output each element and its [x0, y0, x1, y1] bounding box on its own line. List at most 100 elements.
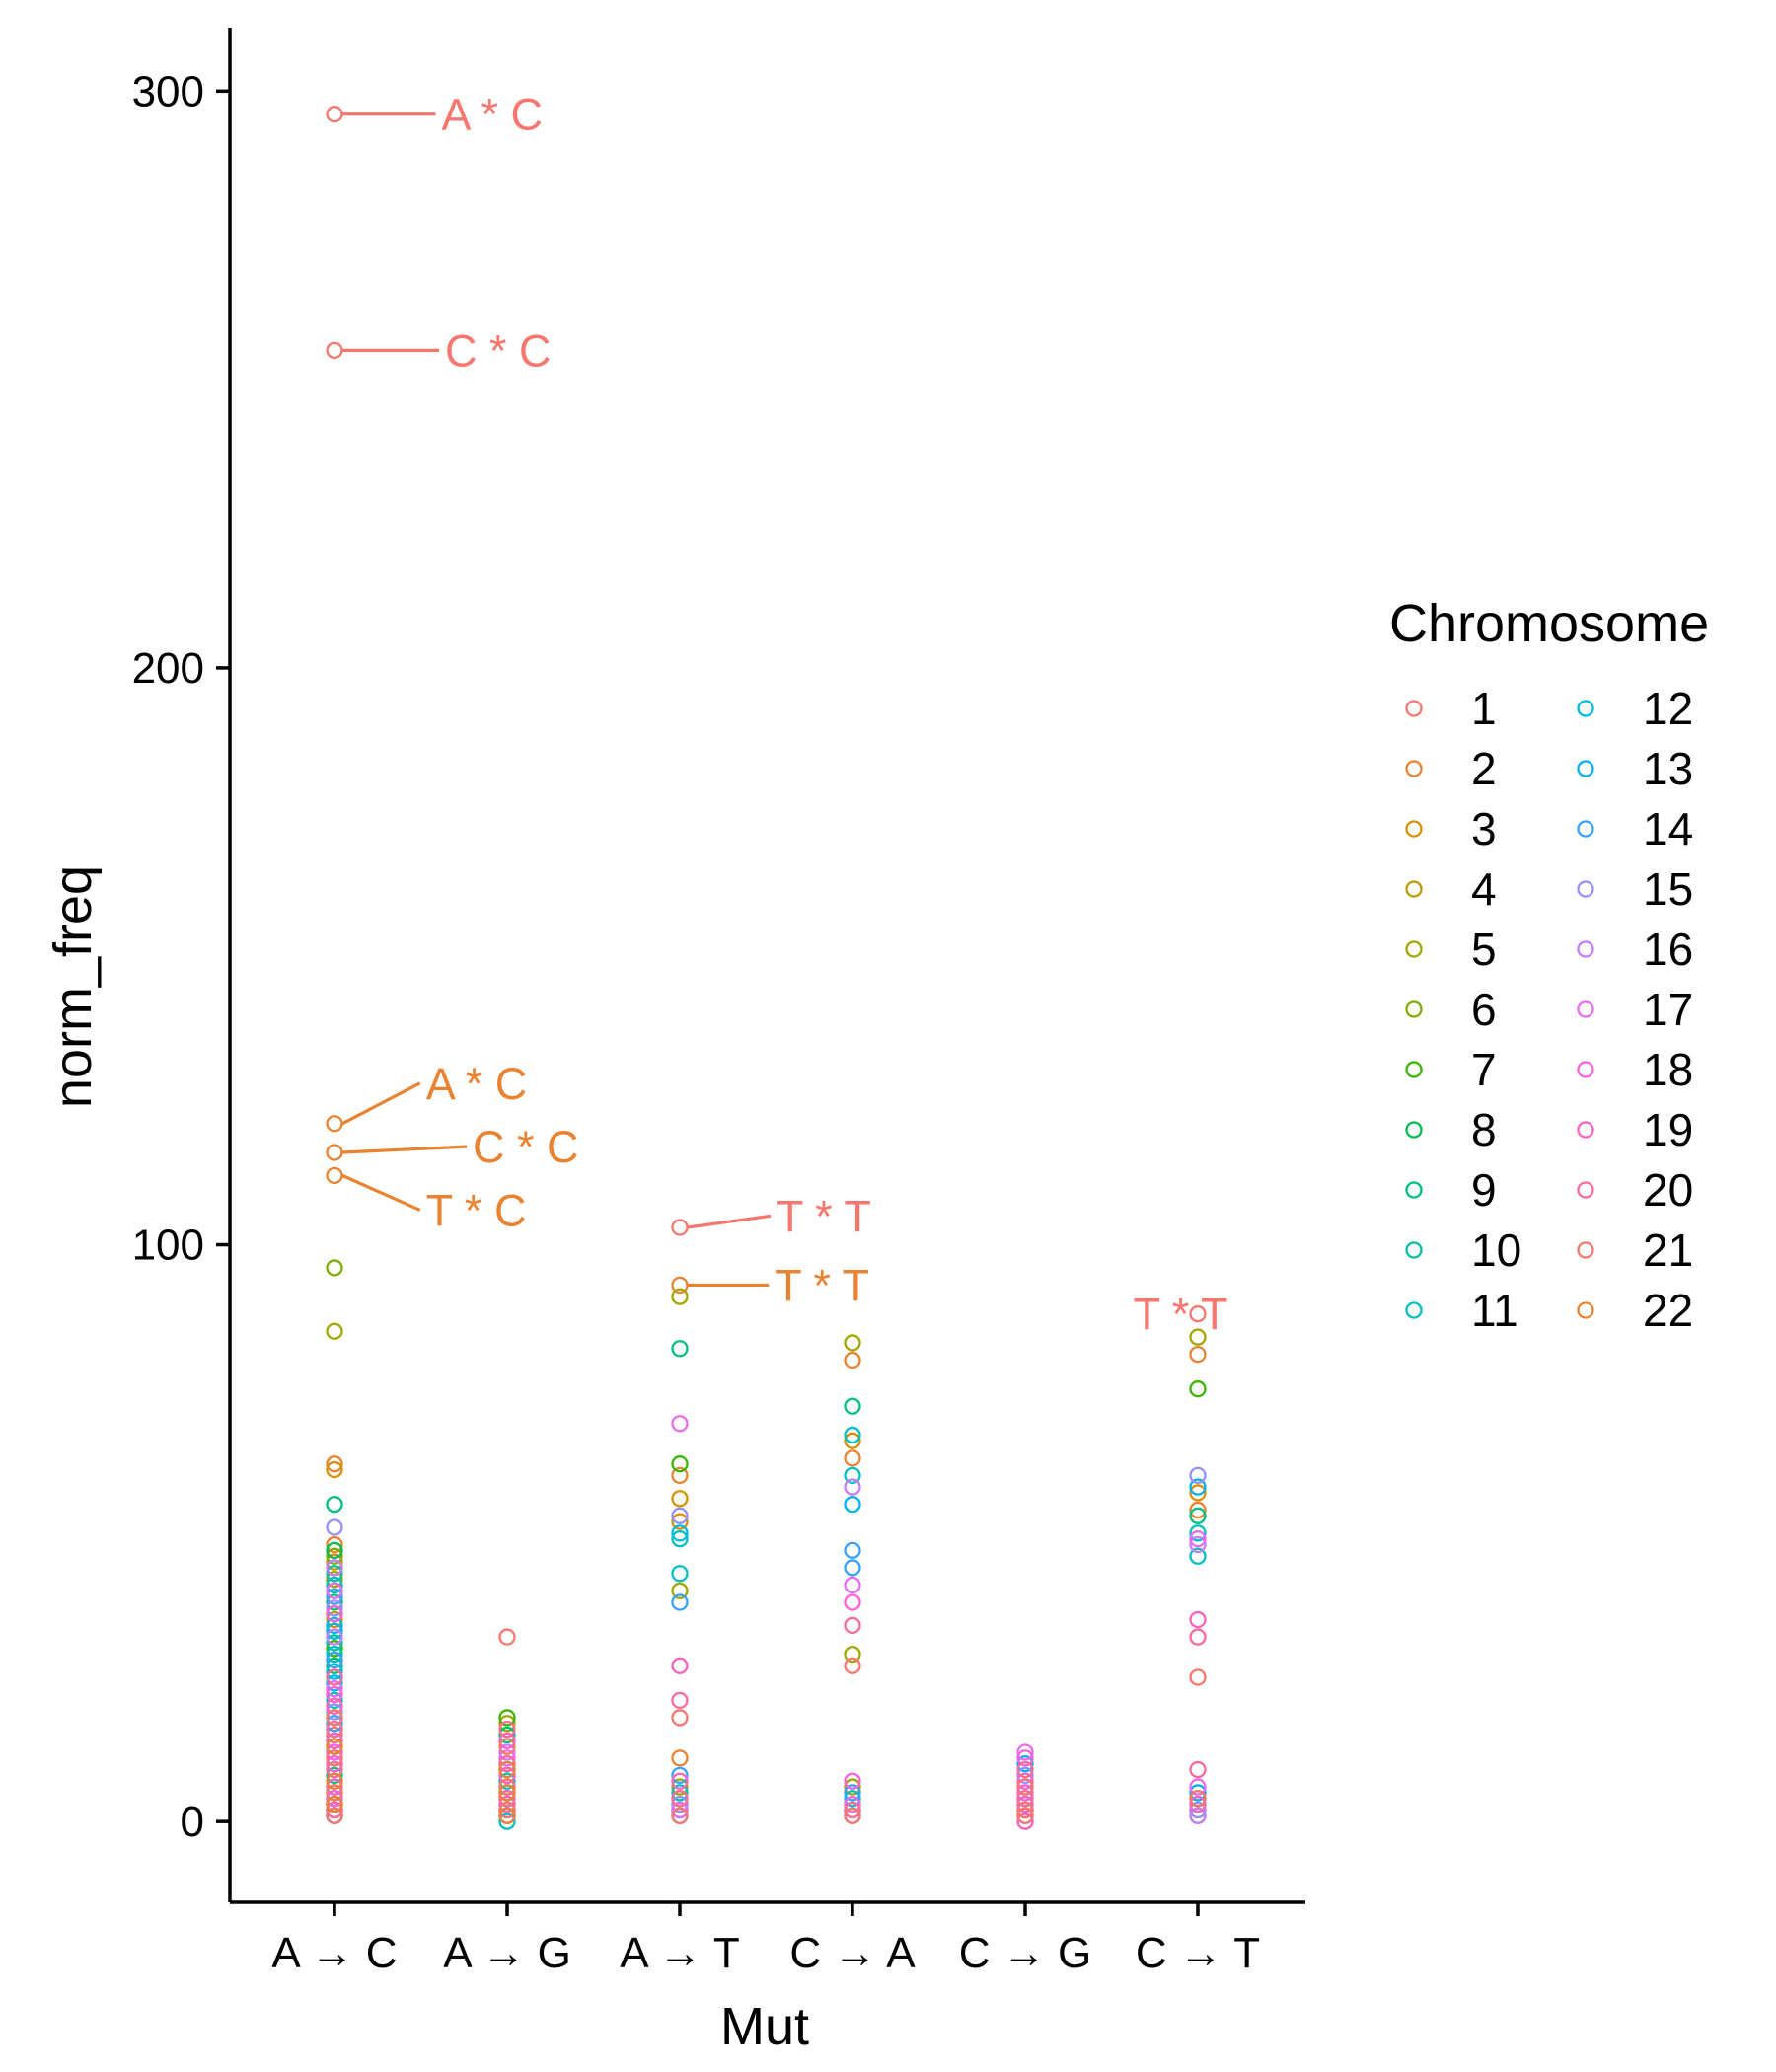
data-point: [671, 1657, 689, 1674]
data-point: [326, 1541, 343, 1560]
legend-key: [1405, 1121, 1423, 1139]
data-point: [326, 1455, 343, 1473]
data-point: [326, 1460, 343, 1479]
legend-label: 16: [1643, 924, 1693, 975]
data-point: [671, 1466, 689, 1485]
legend-key: [1405, 760, 1423, 777]
data-point: [1189, 1795, 1207, 1813]
data-point: [498, 1772, 516, 1790]
legend-label: 9: [1471, 1164, 1497, 1216]
legend-key: [1405, 940, 1423, 958]
annotation-layer: A * C C * C A * C C * C T * C T * T T * T T * T: [341, 90, 1228, 1340]
data-point: [1189, 1610, 1207, 1629]
legend-key: [1577, 880, 1594, 898]
data-point: [844, 1645, 861, 1664]
data-point: [1016, 1766, 1034, 1785]
data-point: [1189, 1790, 1207, 1808]
legend-label: 11: [1471, 1285, 1518, 1336]
annotation-leader-line: [341, 1081, 421, 1126]
data-point: [671, 1565, 689, 1583]
data-point: [844, 1466, 861, 1485]
data-point: [844, 1495, 861, 1514]
legend-key: [1577, 1000, 1594, 1018]
data-point: [844, 1541, 861, 1560]
data-point: [844, 1426, 861, 1444]
data-point: [326, 1576, 343, 1594]
data-point: [1016, 1772, 1034, 1790]
data-point: [1189, 1501, 1207, 1519]
legend-label: 12: [1643, 683, 1693, 734]
data-point: [326, 1760, 343, 1779]
data-point: [326, 1610, 343, 1629]
data-point: [326, 1720, 343, 1739]
data-point: [671, 1784, 689, 1802]
data-point: [326, 1535, 343, 1554]
data-point: [326, 1651, 343, 1669]
x-axis-title: Mut: [720, 1997, 809, 2056]
data-point: [326, 1726, 343, 1744]
data-point: [326, 1766, 343, 1785]
legend-key: [1405, 1181, 1423, 1199]
data-point: [326, 1772, 343, 1790]
data-point: [326, 1668, 343, 1686]
data-point: [1016, 1790, 1034, 1808]
legend-label: 22: [1643, 1285, 1693, 1336]
data-point: [326, 1709, 343, 1727]
legend-key: [1577, 1181, 1594, 1199]
data-point: [1016, 1813, 1034, 1830]
data-point: [326, 1738, 343, 1755]
data-point: [498, 1807, 516, 1824]
legend-key: [1405, 1301, 1423, 1319]
legend-label: 20: [1643, 1164, 1693, 1216]
annotation-label: T * T: [1134, 1290, 1228, 1340]
data-point: [498, 1628, 516, 1646]
data-point: [671, 1219, 689, 1236]
data-point: [844, 1432, 861, 1449]
data-point: [844, 1449, 861, 1467]
data-point: [326, 1166, 343, 1185]
data-point: [498, 1743, 516, 1761]
legend-label: 21: [1643, 1224, 1693, 1276]
data-point: [844, 1795, 861, 1813]
data-point: [326, 1801, 343, 1819]
data-point: [1189, 1478, 1207, 1496]
data-point: [1189, 1380, 1207, 1398]
data-point: [326, 1634, 343, 1652]
data-point: [326, 1795, 343, 1813]
y-tick-label: 300: [132, 67, 204, 115]
data-point: [671, 1766, 689, 1785]
data-point: [326, 1570, 343, 1589]
data-point: [498, 1795, 516, 1813]
data-point: [326, 1685, 343, 1704]
data-point: [671, 1593, 689, 1611]
data-point: [844, 1616, 861, 1635]
data-point: [671, 1513, 689, 1530]
data-point: [1189, 1507, 1207, 1524]
legend-key: [1405, 880, 1423, 898]
data-point: [844, 1784, 861, 1802]
data-point: [1016, 1778, 1034, 1796]
data-point: [671, 1691, 689, 1710]
data-point: [1189, 1535, 1207, 1554]
data-point: [326, 1115, 343, 1133]
data-point: [326, 1657, 343, 1674]
data-point: [671, 1490, 689, 1508]
data-point: [671, 1524, 689, 1542]
data-point: [1189, 1466, 1207, 1485]
data-point: [326, 1605, 343, 1623]
x-axis-ticks: A → C A → G A → T C → A C → G C → T: [271, 1902, 1260, 1977]
legend: Chromosome 12345678910111213141516171819…: [1389, 594, 1709, 1336]
data-point: [326, 1588, 343, 1605]
x-tick-label: C → G: [959, 1929, 1091, 1977]
data-point: [844, 1334, 861, 1352]
data-point: [326, 1518, 343, 1536]
data-point: [326, 106, 343, 123]
data-point: [326, 1640, 343, 1658]
x-tick-label: A → C: [271, 1929, 397, 1977]
data-point: [326, 1259, 343, 1277]
annotation-label: T * T: [777, 1191, 871, 1241]
data-point: [671, 1415, 689, 1433]
data-point: [1016, 1749, 1034, 1767]
data-point: [1189, 1778, 1207, 1796]
data-point: [1016, 1807, 1034, 1824]
